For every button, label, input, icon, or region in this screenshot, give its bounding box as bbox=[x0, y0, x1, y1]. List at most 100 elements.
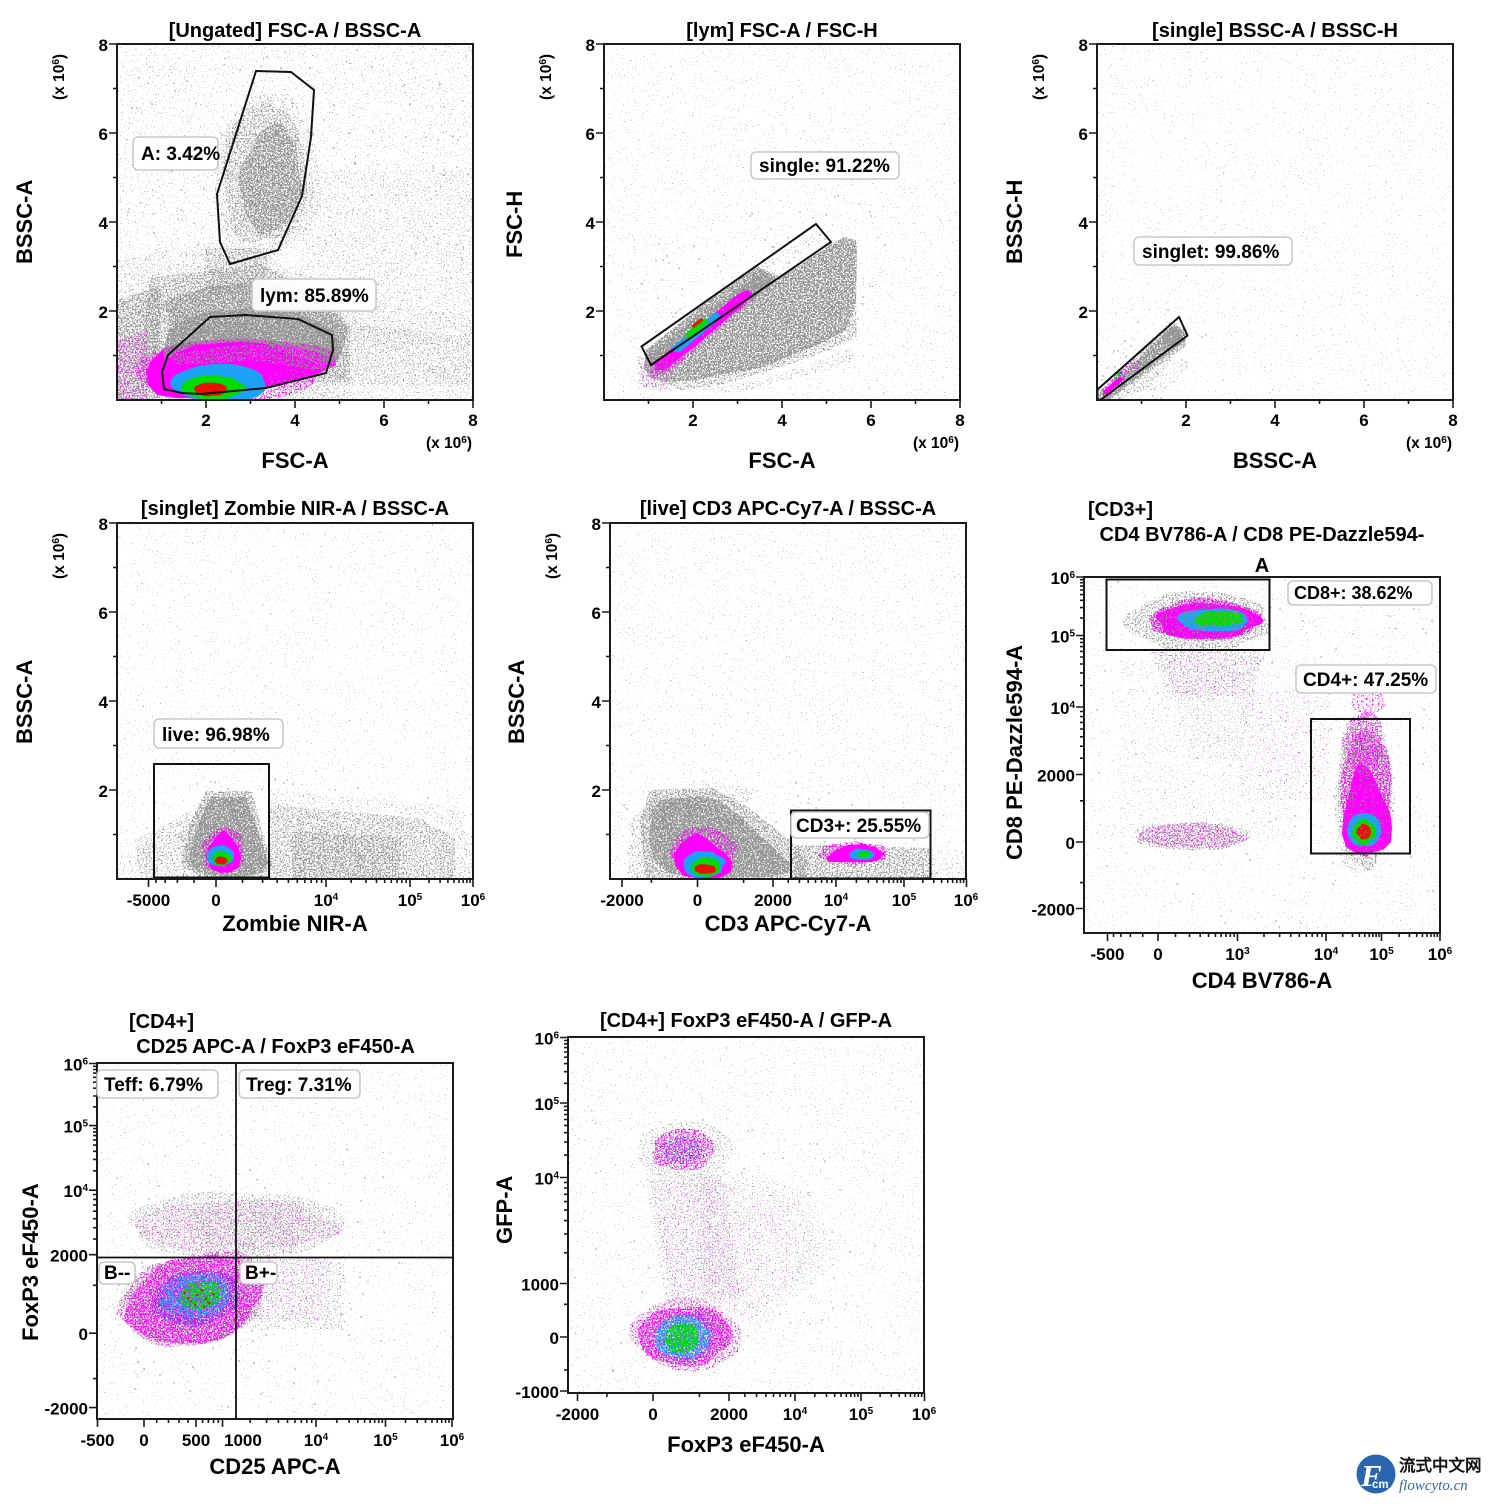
svg-text:(x 106): (x 106) bbox=[426, 435, 472, 452]
svg-text:singlet: 99.86%: singlet: 99.86% bbox=[1142, 242, 1279, 263]
svg-text:2: 2 bbox=[99, 782, 108, 801]
svg-text:F: F bbox=[1360, 1458, 1382, 1493]
svg-text:[CD3+]: [CD3+] bbox=[1088, 499, 1153, 521]
svg-text:106: 106 bbox=[461, 891, 486, 910]
svg-text:105: 105 bbox=[398, 891, 423, 910]
svg-text:2: 2 bbox=[1079, 303, 1088, 322]
svg-text:105: 105 bbox=[373, 1431, 398, 1450]
svg-text:105: 105 bbox=[849, 1405, 874, 1424]
svg-text:BSSC-A: BSSC-A bbox=[504, 660, 529, 744]
svg-text:GFP-A: GFP-A bbox=[492, 1175, 517, 1244]
svg-text:4: 4 bbox=[99, 693, 109, 712]
svg-text:-500: -500 bbox=[1090, 945, 1124, 964]
svg-text:-2000: -2000 bbox=[1032, 901, 1075, 920]
svg-text:0: 0 bbox=[79, 1325, 88, 1344]
svg-text:Zombie NIR-A: Zombie NIR-A bbox=[222, 911, 368, 936]
svg-text:-2000: -2000 bbox=[556, 1405, 599, 1424]
svg-text:BSSC-A: BSSC-A bbox=[12, 180, 37, 264]
svg-text:8: 8 bbox=[1448, 411, 1457, 430]
svg-text:FSC-A: FSC-A bbox=[261, 448, 328, 473]
svg-text:2: 2 bbox=[201, 411, 210, 430]
svg-text:FSC-A: FSC-A bbox=[748, 448, 815, 473]
svg-text:106: 106 bbox=[64, 1056, 89, 1075]
svg-text:103: 103 bbox=[1225, 945, 1250, 964]
svg-text:-5000: -5000 bbox=[127, 891, 170, 910]
svg-text:(x 106): (x 106) bbox=[538, 54, 555, 100]
svg-text:105: 105 bbox=[892, 891, 917, 910]
svg-text:流式中文网: 流式中文网 bbox=[1399, 1455, 1482, 1475]
svg-text:[lym] FSC-A / FSC-H: [lym] FSC-A / FSC-H bbox=[686, 20, 877, 42]
svg-text:[Ungated] FSC-A / BSSC-A: [Ungated] FSC-A / BSSC-A bbox=[169, 20, 422, 42]
svg-text:CD4 BV786-A / CD8 PE-Dazzle594: CD4 BV786-A / CD8 PE-Dazzle594- bbox=[1100, 524, 1425, 546]
svg-text:0: 0 bbox=[648, 1405, 657, 1424]
svg-text:[singlet] Zombie NIR-A / BSSC-: [singlet] Zombie NIR-A / BSSC-A bbox=[141, 498, 449, 520]
svg-text:FoxP3 eF450-A: FoxP3 eF450-A bbox=[667, 1432, 825, 1457]
svg-text:105: 105 bbox=[1369, 945, 1394, 964]
svg-text:1000: 1000 bbox=[521, 1276, 559, 1295]
svg-text:6: 6 bbox=[379, 411, 388, 430]
svg-text:A: 3.42%: A: 3.42% bbox=[141, 144, 220, 165]
svg-text:-500: -500 bbox=[80, 1431, 114, 1450]
svg-text:105: 105 bbox=[535, 1095, 560, 1114]
svg-text:6: 6 bbox=[866, 411, 875, 430]
svg-text:(x 106): (x 106) bbox=[1031, 54, 1048, 100]
svg-text:104: 104 bbox=[824, 891, 849, 910]
svg-text:CD8+: 38.62%: CD8+: 38.62% bbox=[1294, 583, 1413, 603]
svg-text:2: 2 bbox=[688, 411, 697, 430]
svg-text:CD4+: 47.25%: CD4+: 47.25% bbox=[1303, 670, 1428, 691]
svg-text:106: 106 bbox=[912, 1405, 937, 1424]
svg-text:8: 8 bbox=[955, 411, 964, 430]
svg-text:8: 8 bbox=[586, 36, 595, 55]
svg-text:6: 6 bbox=[586, 125, 595, 144]
svg-text:8: 8 bbox=[99, 36, 108, 55]
svg-text:8: 8 bbox=[1079, 36, 1088, 55]
svg-text:live: 96.98%: live: 96.98% bbox=[162, 725, 270, 746]
svg-text:CD25 APC-A: CD25 APC-A bbox=[209, 1454, 340, 1479]
svg-text:FoxP3 eF450-A: FoxP3 eF450-A bbox=[18, 1183, 43, 1341]
svg-text:500: 500 bbox=[182, 1431, 210, 1450]
svg-text:B+-: B+- bbox=[245, 1263, 276, 1284]
svg-text:cm: cm bbox=[1372, 1479, 1389, 1491]
svg-text:[single] BSSC-A / BSSC-H: [single] BSSC-A / BSSC-H bbox=[1152, 20, 1398, 42]
svg-text:104: 104 bbox=[304, 1431, 329, 1450]
svg-text:6: 6 bbox=[99, 604, 108, 623]
svg-text:(x 106): (x 106) bbox=[913, 435, 959, 452]
svg-text:Teff: 6.79%: Teff: 6.79% bbox=[104, 1075, 203, 1096]
svg-text:2: 2 bbox=[99, 303, 108, 322]
svg-text:104: 104 bbox=[535, 1170, 560, 1189]
svg-text:4: 4 bbox=[1079, 214, 1089, 233]
svg-text:106: 106 bbox=[954, 891, 979, 910]
svg-text:(x 106): (x 106) bbox=[51, 54, 68, 100]
svg-text:104: 104 bbox=[314, 891, 339, 910]
svg-text:[CD4+] FoxP3 eF450-A / GFP-A: [CD4+] FoxP3 eF450-A / GFP-A bbox=[600, 1010, 892, 1032]
svg-text:0: 0 bbox=[211, 891, 220, 910]
svg-text:2000: 2000 bbox=[710, 1405, 748, 1424]
svg-text:0: 0 bbox=[550, 1329, 559, 1348]
svg-text:CD3+: 25.55%: CD3+: 25.55% bbox=[796, 816, 921, 837]
svg-text:8: 8 bbox=[468, 411, 477, 430]
svg-text:6: 6 bbox=[1079, 125, 1088, 144]
svg-text:CD3 APC-Cy7-A: CD3 APC-Cy7-A bbox=[705, 911, 872, 936]
svg-text:4: 4 bbox=[99, 214, 109, 233]
svg-text:0: 0 bbox=[139, 1431, 148, 1450]
svg-text:2: 2 bbox=[592, 782, 601, 801]
svg-text:-2000: -2000 bbox=[45, 1400, 88, 1419]
svg-text:B--: B-- bbox=[104, 1263, 130, 1284]
svg-text:6: 6 bbox=[99, 125, 108, 144]
svg-text:BSSC-A: BSSC-A bbox=[1233, 448, 1317, 473]
svg-text:-1000: -1000 bbox=[516, 1383, 559, 1402]
svg-text:105: 105 bbox=[64, 1118, 89, 1137]
svg-text:2: 2 bbox=[586, 303, 595, 322]
svg-text:8: 8 bbox=[592, 515, 601, 534]
svg-text:BSSC-A: BSSC-A bbox=[12, 660, 37, 744]
svg-text:(x 106): (x 106) bbox=[1406, 435, 1452, 452]
svg-text:104: 104 bbox=[64, 1182, 89, 1201]
svg-text:4: 4 bbox=[1270, 411, 1280, 430]
svg-text:single: 91.22%: single: 91.22% bbox=[759, 156, 890, 177]
svg-text:4: 4 bbox=[592, 693, 602, 712]
svg-text:0: 0 bbox=[1066, 834, 1075, 853]
svg-text:2000: 2000 bbox=[50, 1247, 88, 1266]
svg-text:Treg: 7.31%: Treg: 7.31% bbox=[246, 1075, 352, 1096]
svg-text:8: 8 bbox=[99, 515, 108, 534]
svg-text:106: 106 bbox=[440, 1431, 465, 1450]
